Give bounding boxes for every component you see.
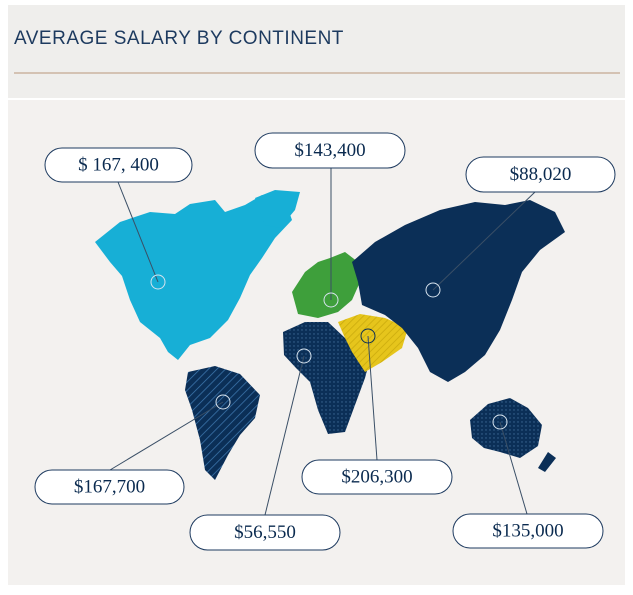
marker bbox=[323, 292, 339, 308]
callout-pill bbox=[452, 513, 604, 549]
callout-pill bbox=[34, 469, 185, 505]
callout-label: $56,550 bbox=[234, 522, 296, 543]
callout-label: $167,700 bbox=[74, 476, 145, 497]
asia bbox=[352, 200, 565, 382]
title: AVERAGE SALARY BY CONTINENT bbox=[14, 28, 344, 49]
callout-label: $88,020 bbox=[510, 164, 572, 185]
europe bbox=[292, 252, 360, 318]
leader-line bbox=[264, 355, 305, 516]
north-america bbox=[95, 195, 292, 360]
marker bbox=[150, 274, 166, 290]
marker bbox=[360, 328, 376, 344]
callout-label: $206,300 bbox=[341, 466, 412, 487]
south-america bbox=[185, 366, 260, 480]
callout-pill bbox=[465, 156, 616, 193]
marker bbox=[296, 348, 312, 364]
header-panel bbox=[8, 5, 625, 98]
leader-line bbox=[117, 181, 159, 283]
marker bbox=[492, 414, 508, 430]
leader-line bbox=[432, 191, 536, 291]
callout-pill bbox=[44, 147, 193, 183]
middle-east bbox=[338, 314, 408, 372]
callouts: $ 167, 400 $143,400 $88,020 $167,700 $206,30… bbox=[34, 132, 616, 551]
callout-label: $143,400 bbox=[294, 140, 365, 161]
callout-pill bbox=[189, 514, 341, 551]
callout-label: $ 167, 400 bbox=[78, 154, 159, 175]
new-zealand bbox=[538, 452, 556, 472]
continents bbox=[95, 190, 565, 480]
callout-pill bbox=[301, 459, 453, 495]
australia bbox=[470, 398, 542, 458]
leader-line bbox=[499, 421, 528, 515]
callout-label: $135,000 bbox=[492, 520, 563, 541]
marker bbox=[215, 394, 231, 410]
callout-pill bbox=[254, 132, 406, 169]
leader-line bbox=[109, 401, 224, 471]
africa bbox=[283, 322, 372, 434]
greenland bbox=[255, 190, 300, 228]
marker bbox=[425, 282, 441, 298]
leader-line bbox=[367, 335, 378, 461]
